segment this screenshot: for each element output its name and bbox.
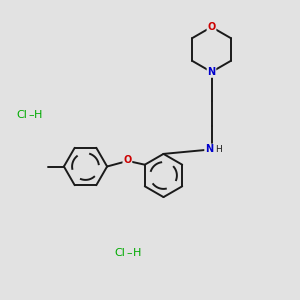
- Text: N: N: [207, 67, 216, 77]
- Text: H: H: [133, 248, 142, 259]
- Text: N: N: [205, 144, 213, 154]
- Text: Cl: Cl: [16, 110, 27, 121]
- Text: O: O: [207, 22, 216, 32]
- Text: Cl: Cl: [115, 248, 125, 259]
- Text: H: H: [34, 110, 43, 121]
- Text: –: –: [28, 110, 34, 121]
- Text: H: H: [215, 146, 222, 154]
- Text: O: O: [123, 155, 131, 165]
- Text: –: –: [127, 248, 132, 259]
